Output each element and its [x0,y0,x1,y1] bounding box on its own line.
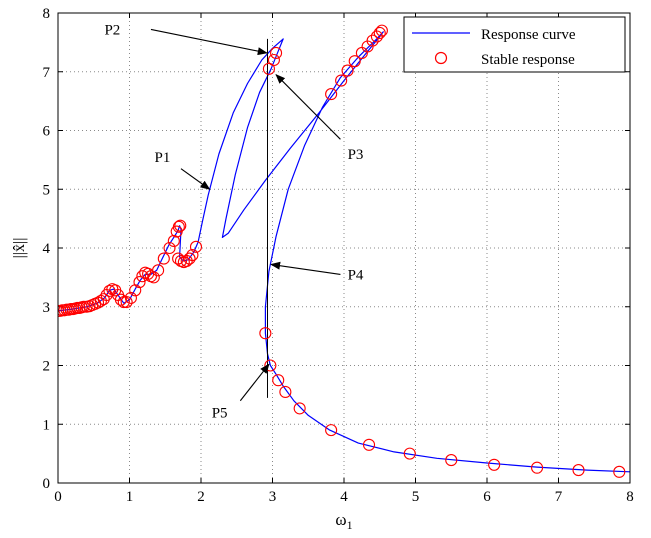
x-tick-label: 2 [197,489,205,505]
legend-marker-swatch [434,51,448,65]
legend-label-response-curve: Response curve [481,27,576,43]
stable-response-marker [335,74,348,87]
stable-response-marker [124,291,137,304]
annotation-label-p1: P1 [155,150,171,166]
stable-response-marker [362,438,376,451]
stable-response-marker [267,53,280,67]
stable-response-marker [403,447,416,460]
stable-response-marker [174,219,187,232]
y-tick-label: 4 [43,241,51,257]
stable-response-marker [114,293,127,306]
stable-response-marker [341,64,354,77]
stable-response-marker [279,385,292,398]
y-tick-label: 2 [43,359,51,375]
stable-response-marker [136,270,149,283]
y-tick-label: 3 [43,300,51,316]
plot-frame [57,12,631,484]
y-tick-label: 5 [43,182,51,198]
annotation-arrow-p2 [150,28,268,56]
stable-response-marker [157,252,170,265]
stable-response-marker [375,24,388,37]
stable-response-marker [272,374,285,387]
stable-response-marker [183,252,196,265]
stable-response-marker [186,249,199,262]
stable-response-marker [325,88,338,101]
stable-response-marker [348,55,361,68]
y-axis-label: ||x̂|| [11,238,28,259]
legend-label-stable-response: Stable response [481,52,575,68]
x-tick-label: 0 [54,489,62,505]
annotation-label-p3: P3 [348,147,364,163]
series-layer [58,24,630,478]
annotation-arrow-p4 [270,261,341,275]
x-tick-label: 1 [126,489,134,505]
annotation-label-p4: P4 [348,267,364,283]
y-tick-label: 7 [43,65,51,81]
stable-response-marker [613,465,626,478]
stable-response-marker [167,234,180,247]
stable-response-marker [325,424,338,437]
stable-response-marker [373,26,386,40]
x-tick-label: 6 [483,489,491,505]
x-axis-label-main: ω [335,510,346,529]
x-tick-label: 8 [626,489,634,505]
stable-response-marker [147,271,160,284]
stable-response-marker [172,220,185,233]
stable-response-marker [572,464,585,477]
annotation-layer: P1 P2 P3 P4 P5 [104,22,363,421]
y-tick-label: 0 [43,476,51,492]
stable-response-marker [77,300,90,313]
x-tick-label: 3 [269,489,277,505]
annotation-label-p2: P2 [104,22,120,38]
stable-response-marker [120,295,133,309]
annotation-label-p5: P5 [212,406,228,422]
x-axis-label-subscript: 1 [347,518,353,532]
x-tick-label: 7 [555,489,563,505]
stable-response-marker [133,276,146,289]
annotation-arrow-p5 [239,363,270,402]
annotation-arrow-p3 [275,73,341,140]
stable-response-marker [91,296,105,309]
plot-background [58,13,630,483]
x-axis-label: ω1 [335,510,352,532]
legend: Response curve Stable response [403,16,626,73]
stable-response-marker [488,458,501,471]
y-tick-label: 8 [43,6,51,22]
x-tick-label: 5 [412,489,420,505]
stable-response-marker [259,327,272,340]
y-tick-label: 1 [43,417,51,433]
stable-response-marker [152,264,165,277]
stable-response-marker [163,241,176,255]
stable-response-marker [97,293,110,306]
stable-response-marker [117,295,130,309]
stable-response-marker [270,46,283,60]
stable-response-marker [366,34,379,47]
legend-box [403,16,626,73]
stable-response-marker [189,240,203,253]
stable-response-marker [293,402,306,415]
x-tick-label: 4 [340,489,348,505]
stable-response-marker [530,461,544,474]
stable-response-marker [445,454,458,467]
annotation-arrow-p1 [180,168,211,190]
y-tick-label: 6 [43,124,51,140]
